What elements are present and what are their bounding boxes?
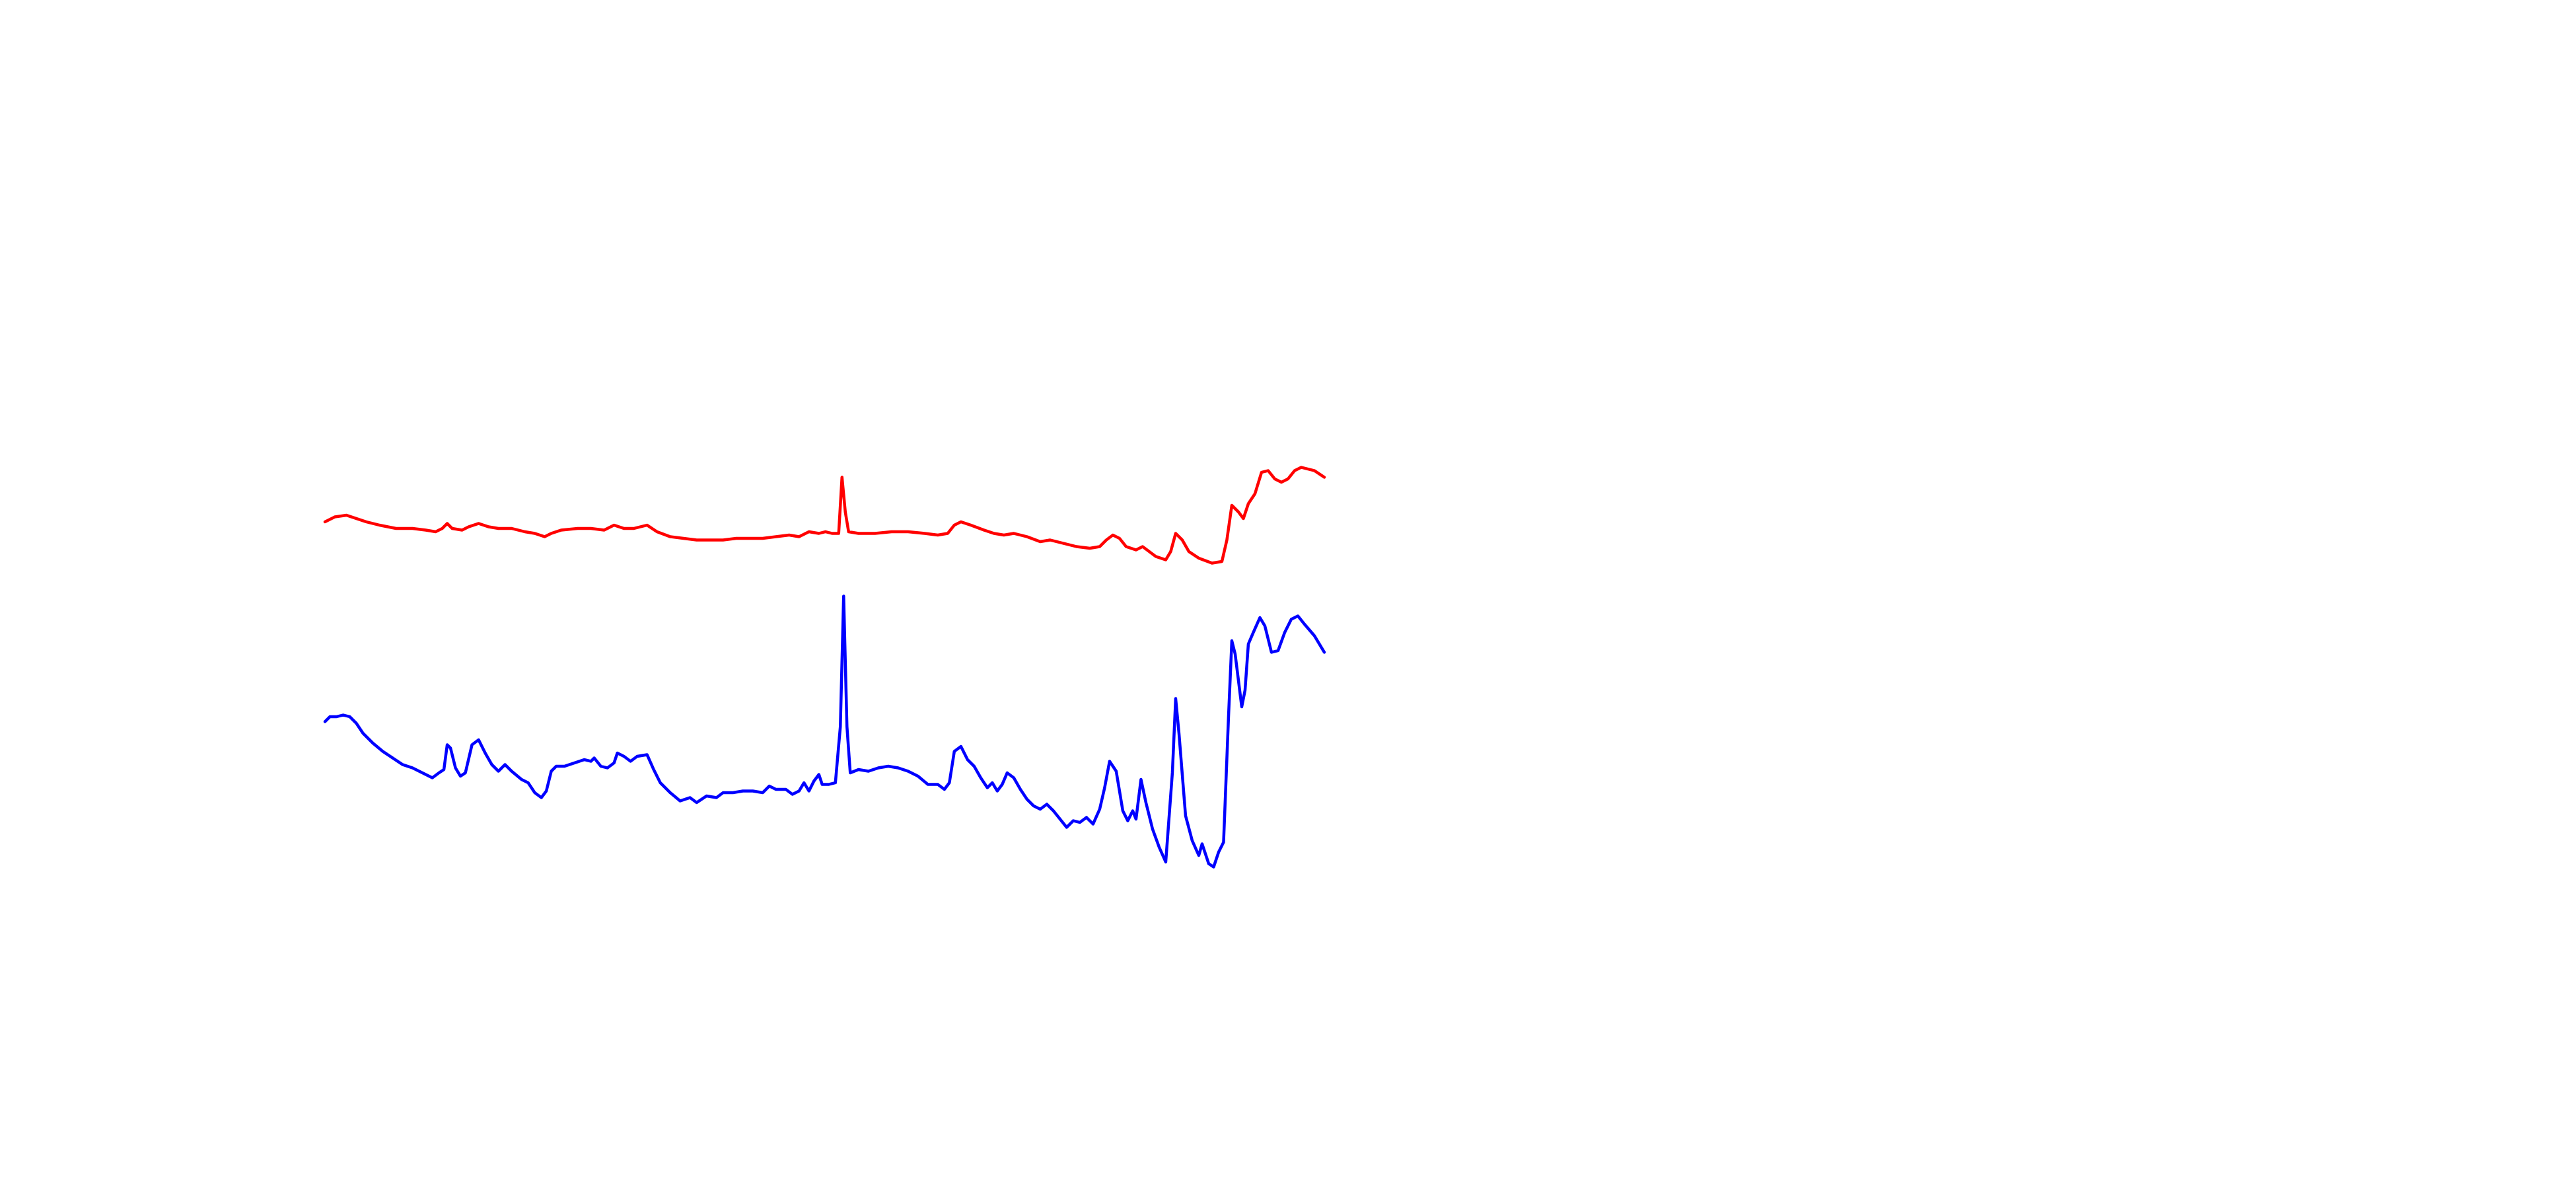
data-line bbox=[323, 594, 1326, 869]
data-line bbox=[323, 466, 1326, 565]
